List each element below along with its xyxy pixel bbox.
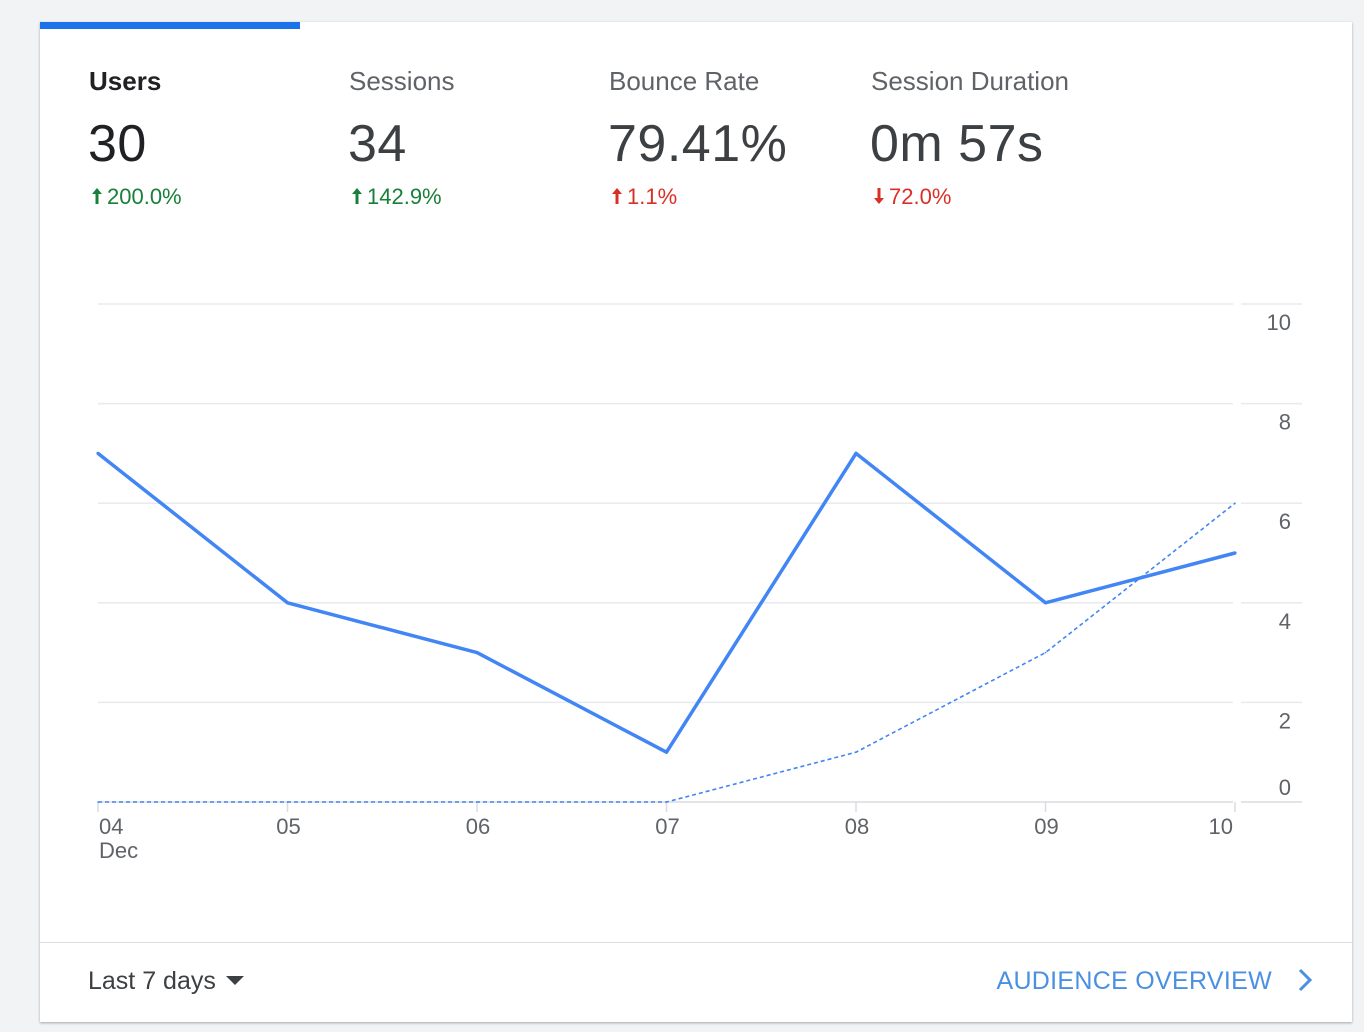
metric-label: Users [89, 66, 162, 96]
x-tick-label: 04 [99, 814, 123, 839]
x-tick-label: 10 [1209, 814, 1233, 839]
metric-tab-session-duration[interactable]: Session Duration 0m 57s 72.0% [822, 22, 1082, 252]
caret-down-icon [225, 976, 244, 985]
delta-value: 1.1% [627, 184, 678, 209]
x-tick-label: 09 [1034, 814, 1058, 839]
date-range-dropdown[interactable]: Last 7 days [88, 967, 244, 996]
data-point-previous [665, 801, 668, 803]
users-overview-card: Users 30 200.0% Sessions 34 142.9% Bounc… [40, 22, 1352, 1022]
data-point-previous [476, 801, 478, 803]
y-tick-label: 8 [1279, 410, 1291, 435]
metric-label: Sessions [349, 66, 455, 96]
series-line-previous-period [98, 502, 1236, 803]
metric-delta: 200.0% [90, 184, 182, 210]
delta-value: 200.0% [107, 184, 182, 209]
audience-overview-link[interactable]: AUDIENCE OVERVIEW [996, 967, 1312, 996]
delta-value: 72.0% [889, 184, 952, 209]
delta-value: 142.9% [367, 184, 442, 209]
y-tick-label: 6 [1279, 509, 1291, 534]
arrow-up-icon [92, 188, 102, 204]
x-tick-label: 05 [276, 814, 300, 839]
arrow-up-icon [612, 188, 622, 204]
metric-tab-sessions[interactable]: Sessions 34 142.9% [300, 22, 560, 252]
x-tick-label: 06 [466, 814, 490, 839]
metric-value: 34 [348, 115, 407, 173]
metric-tab-users[interactable]: Users 30 200.0% [40, 22, 300, 252]
x-tick-label: 08 [845, 814, 869, 839]
data-point-previous [97, 801, 99, 803]
card-footer: Last 7 days AUDIENCE OVERVIEW [40, 942, 1352, 1023]
metric-label: Bounce Rate [609, 66, 760, 96]
date-range-label: Last 7 days [88, 967, 216, 995]
data-point-current [475, 651, 479, 655]
arrow-down-icon [874, 188, 884, 204]
data-point-previous [855, 751, 857, 753]
metric-delta: 142.9% [350, 184, 442, 210]
data-point-previous [1234, 502, 1236, 505]
data-point-previous [1044, 651, 1047, 654]
metric-delta: 1.1% [610, 184, 677, 210]
metric-value: 0m 57s [870, 115, 1044, 173]
arrow-up-icon [352, 188, 362, 204]
chevron-right-icon [1298, 968, 1312, 992]
data-point-current [854, 451, 858, 455]
x-month-label: Dec [99, 838, 138, 863]
metric-tab-bounce-rate[interactable]: Bounce Rate 79.41% 1.1% [560, 22, 820, 252]
y-tick-label: 0 [1279, 775, 1291, 800]
audience-overview-label: AUDIENCE OVERVIEW [996, 967, 1272, 995]
data-point-current [664, 750, 669, 754]
y-tick-label: 4 [1279, 609, 1291, 634]
metric-value: 79.41% [608, 115, 788, 173]
active-tab-indicator [40, 22, 300, 29]
y-tick-label: 2 [1279, 708, 1291, 733]
x-tick-label: 07 [655, 814, 679, 839]
metric-delta: 72.0% [872, 184, 951, 210]
metric-label: Session Duration [871, 66, 1069, 96]
data-point-current [285, 601, 290, 605]
data-point-previous [286, 801, 289, 803]
users-line-chart: 10 8 6 4 2 0 04 05 06 07 08 09 10 Dec [96, 303, 1302, 863]
data-point-current [96, 451, 100, 455]
y-tick-label: 10 [1267, 310, 1291, 335]
metric-value: 30 [88, 115, 147, 173]
data-point-current [1233, 551, 1237, 555]
data-point-current [1043, 601, 1048, 605]
